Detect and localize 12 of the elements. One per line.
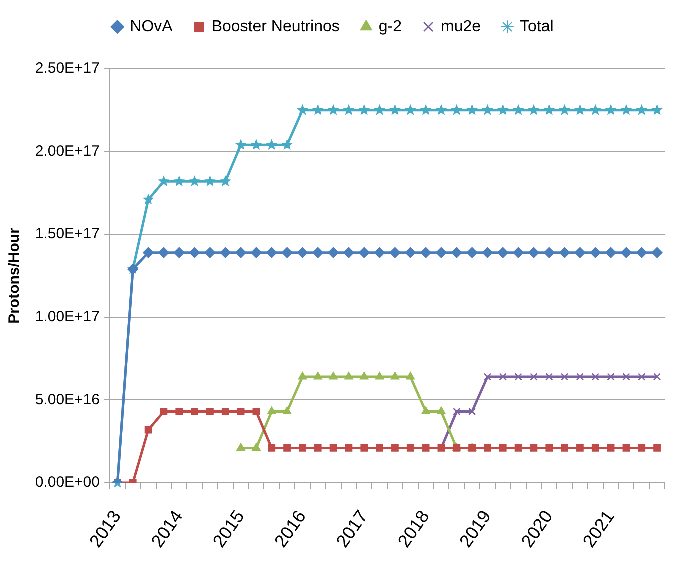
legend-label: mu2e — [441, 18, 482, 36]
y-tick-label: 2.00E+17 — [35, 142, 100, 160]
y-tick-label: 1.00E+17 — [35, 308, 100, 326]
y-tick-label: 5.00E+16 — [35, 391, 100, 408]
legend-label: NOvA — [130, 18, 174, 36]
y-axis-title: Protons/Hour — [6, 228, 24, 324]
legend-label: Booster Neutrinos — [212, 18, 340, 36]
legend-label: g-2 — [378, 18, 402, 36]
legend-label: Total — [520, 18, 554, 36]
y-tick-label: 0.00E+00 — [35, 474, 100, 492]
y-tick-label: 2.50E+17 — [35, 60, 100, 78]
y-tick-label: 1.50E+17 — [35, 226, 100, 243]
